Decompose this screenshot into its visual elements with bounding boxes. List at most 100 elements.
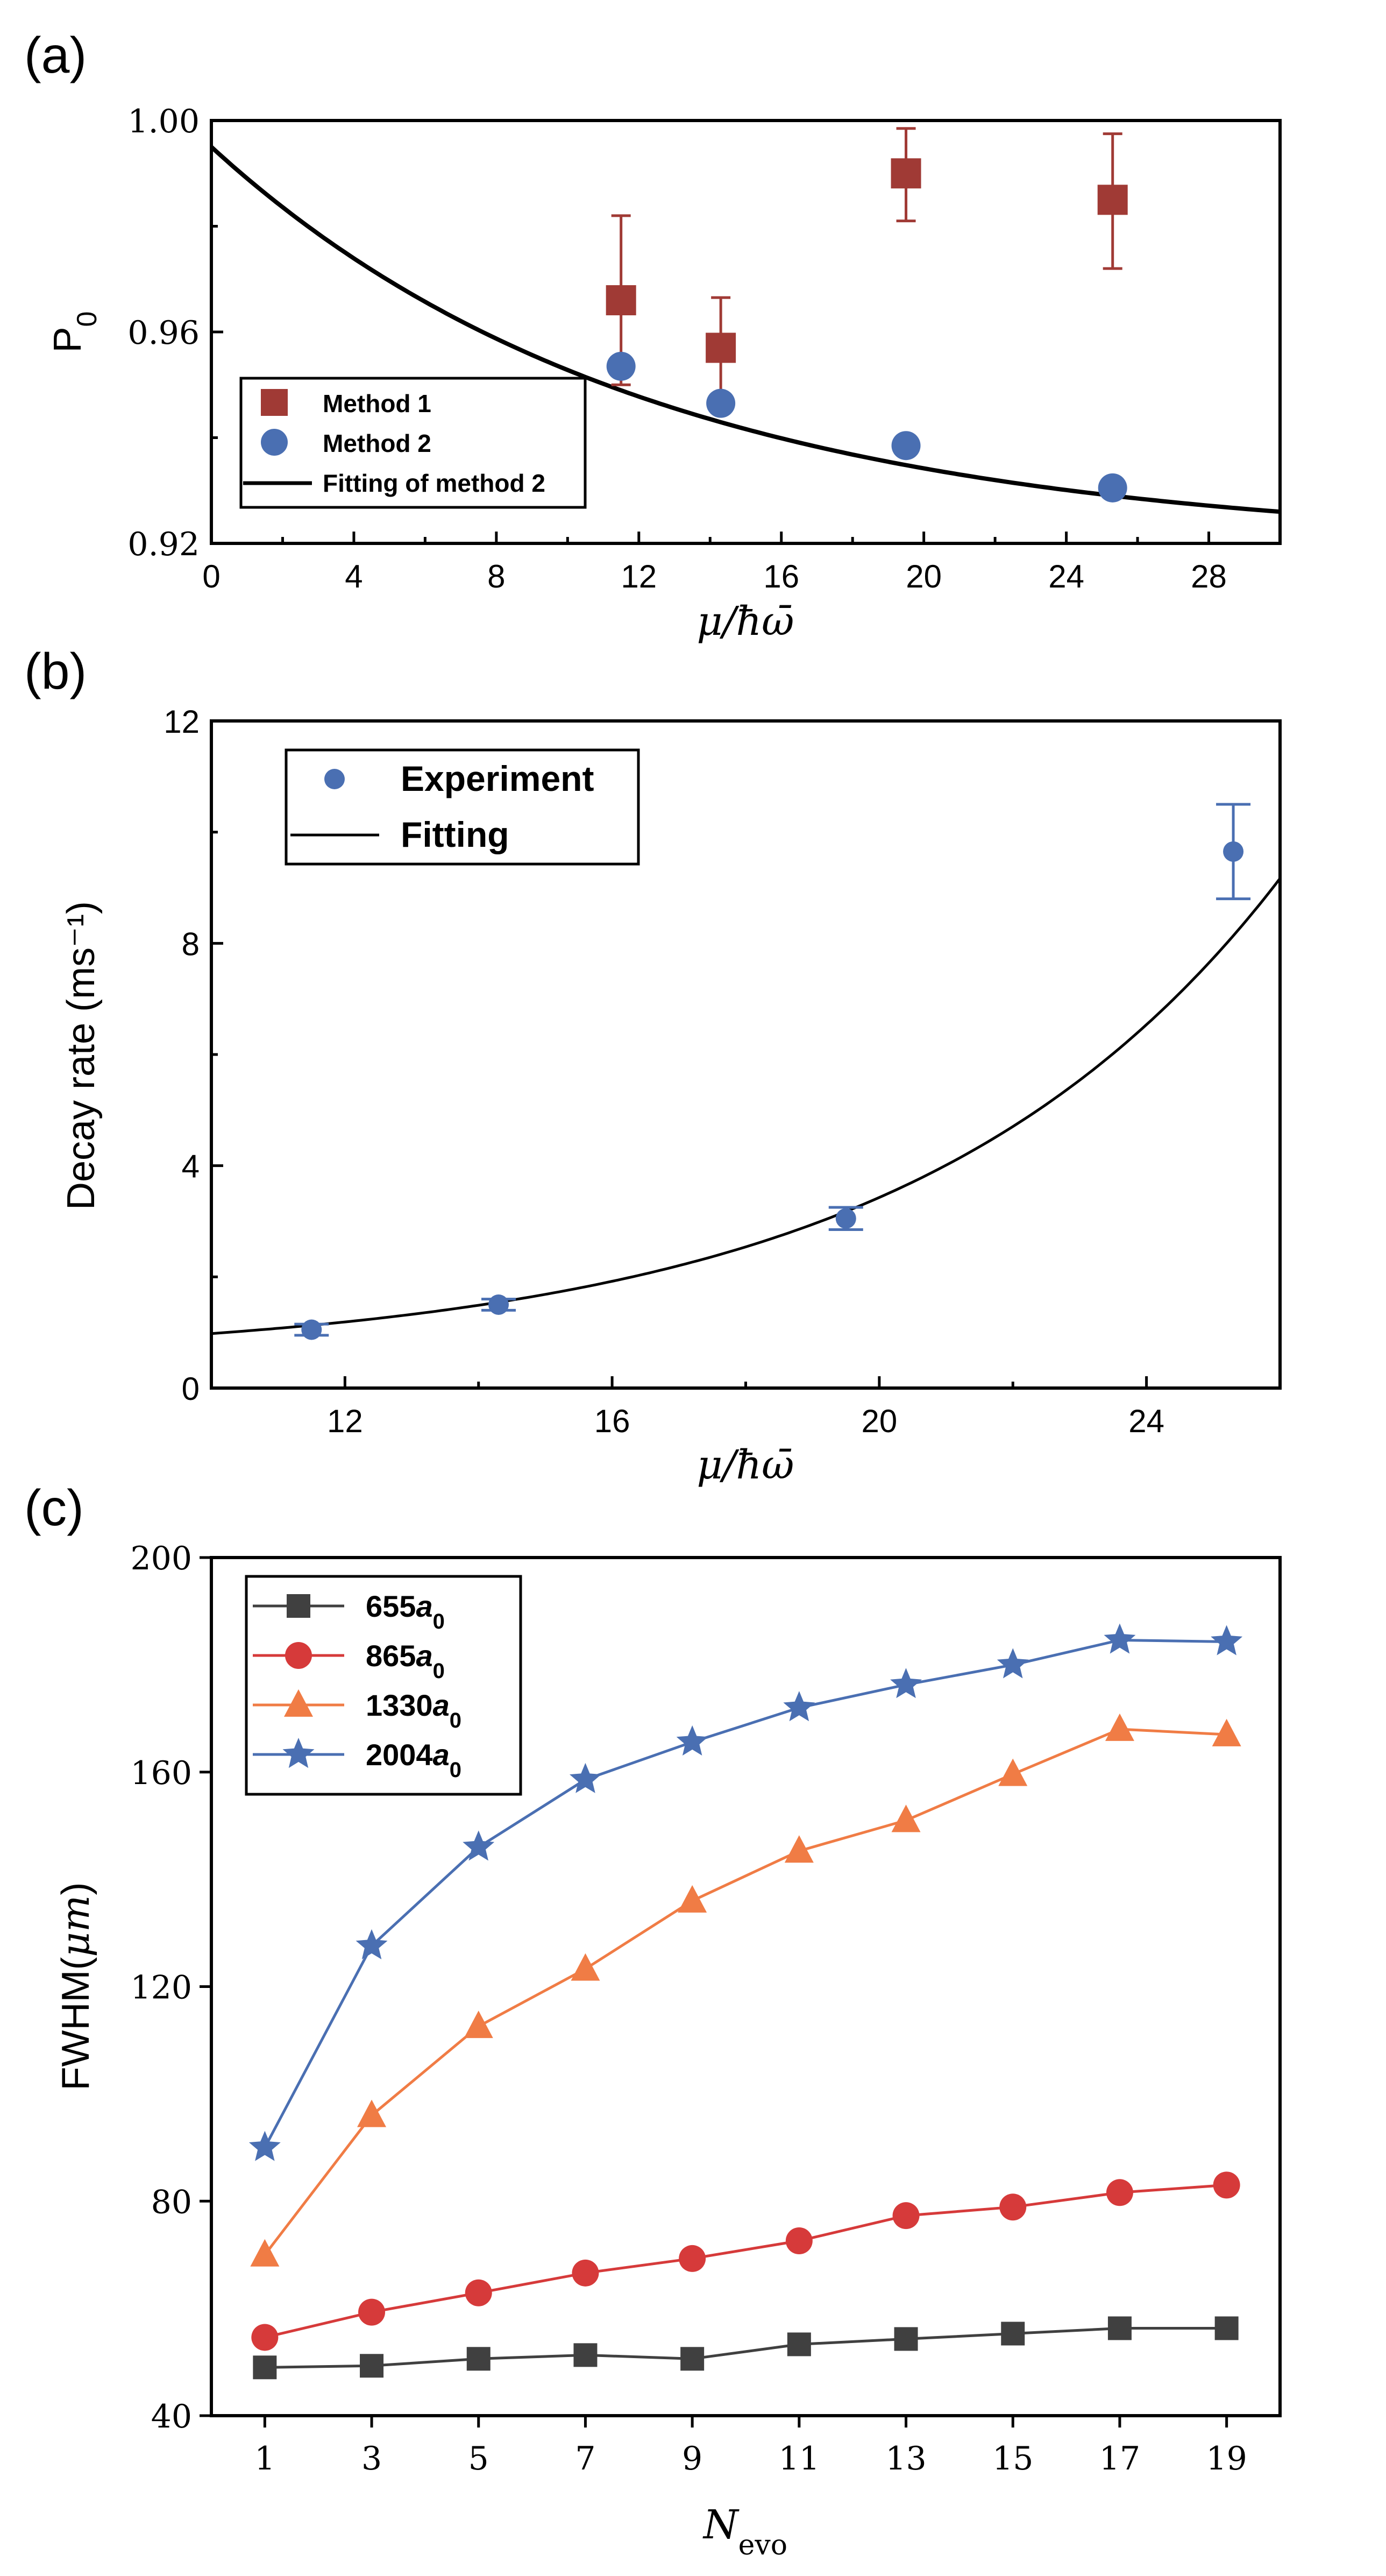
x-tick-label-a: 24 <box>1048 558 1084 595</box>
legend-marker-865a0 <box>285 1642 312 1669</box>
fit-curve-decay <box>211 877 1280 1335</box>
series-line-1330a0 <box>264 1728 1227 2256</box>
point-2004a0 <box>997 1648 1029 1679</box>
legend-marker-method-1 <box>261 389 288 416</box>
legend-b: Experiment Fitting <box>285 748 640 866</box>
x-tick-label-b: 24 <box>1128 1403 1164 1439</box>
y-axis-title-c: FWHM(μm) <box>53 1883 98 2091</box>
point-655a0 <box>1107 2316 1132 2340</box>
point-1330a0 <box>784 1835 814 1863</box>
point-2004a0 <box>890 1668 922 1699</box>
legend-label-fit: Fitting of method 2 <box>323 469 545 497</box>
legend-box-b <box>285 748 640 866</box>
plot-frame-b <box>210 719 1282 1390</box>
point-865a0 <box>892 2202 920 2230</box>
legend-label-experiment: Experiment <box>401 759 594 798</box>
legend-marker-1330a0 <box>284 1689 313 1717</box>
x-tick-label-c: 15 <box>992 2440 1033 2478</box>
point-1330a0 <box>250 2239 280 2267</box>
legend-label-method-1: Method 1 <box>323 390 431 417</box>
x-axis-title-a: μ/ħω̄ <box>696 598 794 645</box>
legend-marker-655a0 <box>287 1594 310 1618</box>
point-method-2 <box>706 388 736 418</box>
x-tick-label-a: 20 <box>906 558 942 595</box>
point-2004a0 <box>463 1830 495 1861</box>
point-1330a0 <box>1212 1718 1241 1746</box>
point-2004a0 <box>1104 1623 1136 1654</box>
y-tick-label-b: 0 <box>182 1371 200 1407</box>
x-tick-label-a: 4 <box>345 558 363 595</box>
point-865a0 <box>358 2298 386 2326</box>
panel-label-a: (a) <box>24 27 87 84</box>
x-tick-label-b: 12 <box>327 1403 363 1439</box>
x-axis-title-b: μ/ħω̄ <box>696 1442 794 1488</box>
panel-label-b: (b) <box>24 643 87 700</box>
point-method-1 <box>891 158 921 189</box>
y-tick-label-a: 0.92 <box>127 526 200 563</box>
y-tick-label-c: 120 <box>130 1969 192 2007</box>
point-1330a0 <box>998 1758 1028 1786</box>
panel-label-c: (c) <box>24 1480 84 1537</box>
y-tick-label-a: 0.96 <box>127 314 200 352</box>
plot-frame-c <box>210 1556 1282 2417</box>
x-tick-label-a: 28 <box>1191 558 1227 595</box>
x-axis-title-c: Nevo <box>702 2502 787 2561</box>
panel-c: (c)1 3 5 7 9 11 13 15 17 194080120160200FWHM(μm)N… <box>24 1480 1282 2561</box>
point-method-2 <box>1098 473 1127 503</box>
x-tick-label-a: 12 <box>621 558 657 595</box>
y-tick-label-b: 12 <box>164 704 200 740</box>
x-tick-label-b: 16 <box>594 1403 630 1439</box>
point-865a0 <box>999 2193 1027 2221</box>
y-tick-label-b: 4 <box>182 1149 200 1185</box>
point-865a0 <box>572 2259 599 2287</box>
point-method-1 <box>1097 185 1128 215</box>
plot-frame-a <box>210 119 1282 545</box>
point-655a0 <box>466 2347 491 2371</box>
y-tick-label-c: 80 <box>151 2183 192 2221</box>
point-655a0 <box>680 2347 705 2371</box>
y-tick-label-c: 200 <box>130 1540 192 1577</box>
x-tick-label-a: 16 <box>763 558 799 595</box>
point-experiment <box>1223 841 1244 862</box>
x-tick-label-c: 11 <box>779 2440 820 2478</box>
point-655a0 <box>1001 2322 1025 2346</box>
point-2004a0 <box>248 2131 281 2161</box>
point-2004a0 <box>676 1725 708 1756</box>
point-1330a0 <box>891 1804 921 1832</box>
legend-marker-experiment <box>324 769 345 789</box>
point-655a0 <box>360 2354 384 2378</box>
point-2004a0 <box>570 1763 601 1793</box>
y-tick-label-c: 40 <box>151 2398 192 2436</box>
x-tick-label-c: 7 <box>575 2440 595 2478</box>
legend-marker-2004a0 <box>282 1738 315 1768</box>
point-1330a0 <box>1105 1713 1134 1741</box>
y-tick-label-a: 1.00 <box>127 103 200 140</box>
x-tick-label-a: 0 <box>202 558 220 595</box>
point-655a0 <box>787 2332 811 2356</box>
x-tick-label-c: 9 <box>682 2440 702 2478</box>
x-tick-label-a: 8 <box>487 558 505 595</box>
legend-a: Method 1 Method 2 Fitting of method 2 <box>239 377 587 509</box>
point-2004a0 <box>783 1691 815 1722</box>
point-865a0 <box>465 2279 492 2306</box>
point-1330a0 <box>678 1885 707 1913</box>
y-axis-title-a: P0 <box>46 312 103 353</box>
point-2004a0 <box>1211 1625 1243 1655</box>
point-1330a0 <box>464 2011 493 2039</box>
series-line-655a0 <box>265 2327 1227 2369</box>
legend-marker-method-2 <box>261 429 288 456</box>
point-865a0 <box>1213 2171 1240 2199</box>
x-tick-label-c: 3 <box>361 2440 382 2478</box>
series-line-2004a0 <box>264 1638 1227 2148</box>
x-tick-label-b: 20 <box>862 1403 898 1439</box>
point-method-1 <box>606 285 636 316</box>
fit-b-group <box>211 877 1280 1335</box>
legend-box-a <box>239 377 587 509</box>
point-2004a0 <box>356 1929 388 1959</box>
x-tick-label-c: 17 <box>1099 2440 1140 2478</box>
y-tick-label-b: 8 <box>182 926 200 962</box>
point-865a0 <box>679 2245 706 2272</box>
point-655a0 <box>894 2327 918 2351</box>
panel-a: (a) 0 4 8 12 16 20 24 28 0.92 0.96 1.00 P0 μ/ħω̄ Metho… <box>24 27 1282 645</box>
